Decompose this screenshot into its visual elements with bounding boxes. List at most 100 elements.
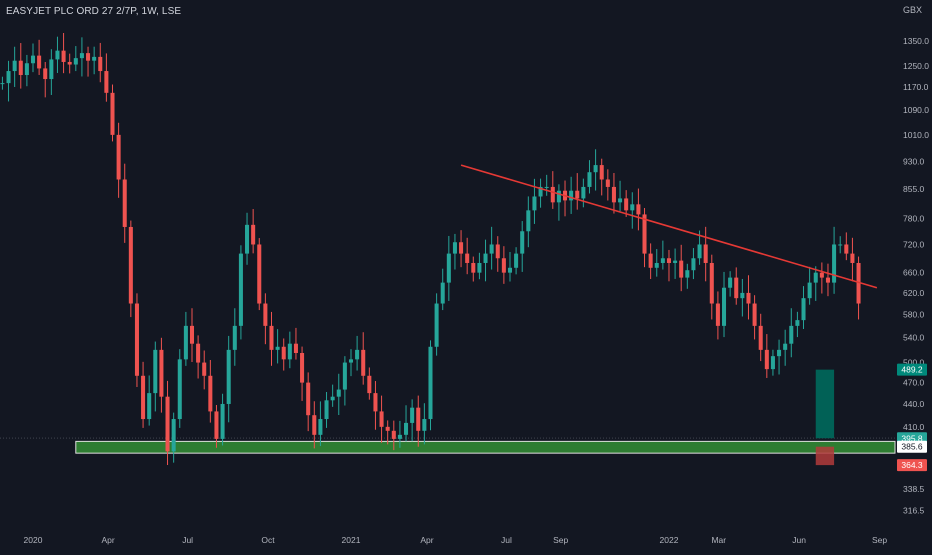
candle-body xyxy=(734,277,739,299)
candle-body xyxy=(86,53,91,61)
candle-body xyxy=(648,253,653,268)
candle-body xyxy=(618,198,623,203)
candle-body xyxy=(770,356,775,370)
candle-body xyxy=(79,53,84,59)
candle-body xyxy=(428,346,433,420)
x-tick-label: Jun xyxy=(792,535,806,545)
candle-body xyxy=(593,165,598,173)
candle-body xyxy=(367,375,372,394)
candle-body xyxy=(789,325,794,344)
candle-body xyxy=(373,393,378,412)
y-tick-label: 855.0 xyxy=(903,184,925,194)
candle-body xyxy=(526,210,531,232)
candle-body xyxy=(104,71,109,93)
candle-body xyxy=(122,179,127,227)
candle-body xyxy=(477,262,482,273)
candle-body xyxy=(832,244,837,283)
candle-body xyxy=(287,343,292,360)
y-tick-label: 338.5 xyxy=(903,484,925,494)
y-tick-label: 1250.0 xyxy=(903,61,929,71)
resistance-trendline xyxy=(460,164,878,289)
candle-body xyxy=(355,349,360,360)
candle-body xyxy=(434,303,439,347)
candle-body xyxy=(147,393,152,420)
y-tick-label: 500.0 xyxy=(903,358,925,368)
candle-body xyxy=(397,434,402,439)
candle-body xyxy=(679,260,684,278)
price-mark-label: 395.8 xyxy=(901,433,923,443)
candle-body xyxy=(777,349,782,357)
candle-body xyxy=(342,362,347,390)
candle-body xyxy=(507,267,513,273)
candle-body xyxy=(379,411,384,427)
candle-body xyxy=(642,214,647,254)
x-tick-label: 2021 xyxy=(342,535,361,545)
candle-body xyxy=(844,244,849,254)
candle-body xyxy=(67,61,72,65)
y-tick-label: 780.0 xyxy=(903,214,925,224)
candle-body xyxy=(673,260,678,263)
candle-body xyxy=(654,262,659,268)
candle-body xyxy=(514,253,519,268)
candle-body xyxy=(92,56,97,61)
candle-body xyxy=(709,262,714,304)
candle-body xyxy=(825,277,830,283)
candle-body xyxy=(783,343,788,350)
price-mark-label: 489.2 xyxy=(901,365,923,375)
x-tick-label: 2022 xyxy=(660,535,679,545)
candle-body xyxy=(697,244,702,259)
candle-body xyxy=(73,58,78,65)
candle-body xyxy=(459,242,464,254)
candle-body xyxy=(746,292,751,304)
y-tick-label: 720.0 xyxy=(903,239,925,249)
candle-body xyxy=(165,396,170,452)
candle-body xyxy=(599,165,604,180)
candle-body xyxy=(728,277,733,288)
candle-body xyxy=(422,419,427,431)
candle-body xyxy=(208,375,213,412)
candle-body xyxy=(6,71,11,84)
x-tick-label: Apr xyxy=(420,535,433,545)
candle-body xyxy=(226,349,231,404)
candle-body xyxy=(61,50,66,62)
candle-body xyxy=(128,226,133,304)
candle-body xyxy=(330,396,335,401)
candle-body xyxy=(813,272,818,283)
candle-body xyxy=(306,382,311,416)
candle-body xyxy=(452,242,457,254)
candle-body xyxy=(404,422,409,435)
candle-body xyxy=(758,325,763,350)
candle-body xyxy=(666,258,671,263)
x-tick-label: Oct xyxy=(261,535,275,545)
y-tick-label: 410.0 xyxy=(903,422,925,432)
candle-body xyxy=(489,244,494,254)
candle-body xyxy=(721,287,727,326)
x-tick-label: Sep xyxy=(553,535,568,545)
candle-body xyxy=(410,407,415,423)
candle-body xyxy=(495,244,500,259)
candle-body xyxy=(483,253,488,263)
stop-box xyxy=(815,446,835,466)
candle-body xyxy=(795,320,800,326)
candle-body xyxy=(214,411,219,439)
candle-body xyxy=(587,172,592,187)
candle-body xyxy=(257,244,262,304)
candle-body xyxy=(300,352,305,383)
symbol-legend[interactable]: EASYJET PLC ORD 27 2/7P, 1W, LSE xyxy=(6,6,182,17)
y-tick-label: 470.0 xyxy=(903,378,925,388)
y-tick-label: 1350.0 xyxy=(903,36,929,46)
candle-body xyxy=(220,403,225,439)
candle-body xyxy=(116,134,121,180)
candle-body xyxy=(245,224,250,254)
candle-body xyxy=(636,204,641,215)
candle-body xyxy=(24,63,29,76)
candle-body xyxy=(281,346,286,360)
candle-body xyxy=(520,231,525,254)
y-tick-label: 580.0 xyxy=(903,310,925,320)
candle-body xyxy=(538,186,543,197)
candle-body xyxy=(764,349,769,370)
candle-body xyxy=(153,349,158,394)
candle-body xyxy=(416,407,421,431)
